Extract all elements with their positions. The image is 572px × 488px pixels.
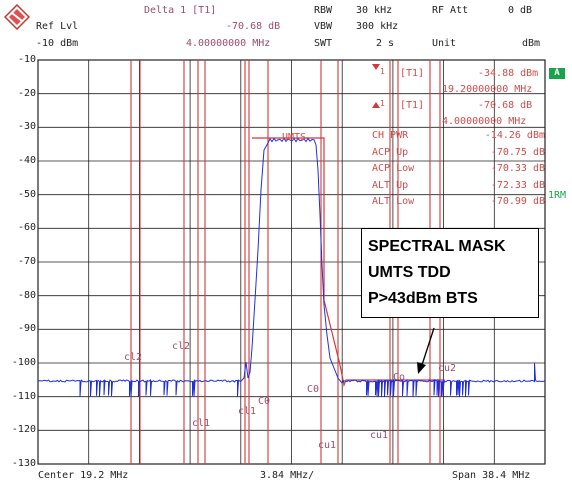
y-tick-label: -30 [0, 121, 36, 132]
measurement-label: ACP Up [372, 147, 408, 158]
y-tick-label: -20 [0, 88, 36, 99]
center-frequency: Center 19.2 MHz [38, 470, 128, 481]
marker-1-triangle [372, 64, 380, 70]
mask-note-line2: UMTS TDD [368, 263, 451, 283]
frequency-per-division: 3.84 MHz/ [260, 470, 314, 481]
mask-note-line3: P>43dBm BTS [368, 289, 478, 309]
y-tick-label: -70 [0, 256, 36, 267]
y-tick-label: -120 [0, 424, 36, 435]
co-label-right: Co [393, 372, 405, 383]
marker-1-level: -34.88 dBm [478, 68, 538, 79]
span-frequency: Span 38.4 MHz [452, 470, 530, 481]
c0-label-left: C0 [258, 396, 270, 407]
rm-indicator: 1RM [548, 190, 566, 201]
marker-2-level: -70.68 dB [478, 100, 532, 111]
measurement-label: ALT Low [372, 196, 414, 207]
cl1-label-a: cl1 [192, 418, 210, 429]
y-tick-label: -100 [0, 357, 36, 368]
cu2-label: cu2 [438, 363, 456, 374]
measurement-label: ACP Low [372, 163, 414, 174]
cu1-label-b: cu1 [370, 430, 388, 441]
cl2-label-mid: cl2 [172, 341, 190, 352]
umts-mask-label: UMTS [282, 132, 306, 143]
y-tick-label: -50 [0, 189, 36, 200]
marker-1-index: 1 [380, 66, 385, 77]
spectral-mask-annotation: SPECTRAL MASK UMTS TDD P>43dBm BTS [361, 228, 539, 318]
y-tick-label: -40 [0, 155, 36, 166]
y-tick-label: -10 [0, 54, 36, 65]
measurement-label: ALT Up [372, 180, 408, 191]
measurement-value: -70.99 dB [440, 196, 545, 207]
measurement-value: -14.26 dBm [440, 130, 545, 141]
y-tick-label: -110 [0, 391, 36, 402]
marker-1-freq: 19.20000000 MHz [442, 84, 532, 95]
cl1-label-b: cl1 [238, 406, 256, 417]
trace-a-badge: A [549, 68, 565, 79]
measurement-value: -72.33 dB [440, 180, 545, 191]
marker-1-trace: [T1] [400, 68, 424, 79]
annotation-arrow [417, 328, 434, 374]
measurement-label: CH PWR [372, 130, 408, 141]
y-tick-label: -60 [0, 222, 36, 233]
y-tick-label: -90 [0, 323, 36, 334]
y-tick-label: -130 [0, 458, 36, 469]
measurement-value: -70.33 dB [440, 163, 545, 174]
marker-2-triangle [372, 102, 380, 108]
marker-2-trace: [T1] [400, 100, 424, 111]
measurement-value: -70.75 dB [440, 147, 545, 158]
cl2-label-left: cl2 [124, 352, 142, 363]
c0-label-mid: C0 [307, 384, 319, 395]
y-tick-label: -80 [0, 290, 36, 301]
cu1-label-a: cu1 [318, 440, 336, 451]
marker-2-freq: 4.00000000 MHz [442, 116, 526, 127]
mask-note-line1: SPECTRAL MASK [368, 237, 506, 257]
marker-2-index: 1 [380, 98, 385, 109]
